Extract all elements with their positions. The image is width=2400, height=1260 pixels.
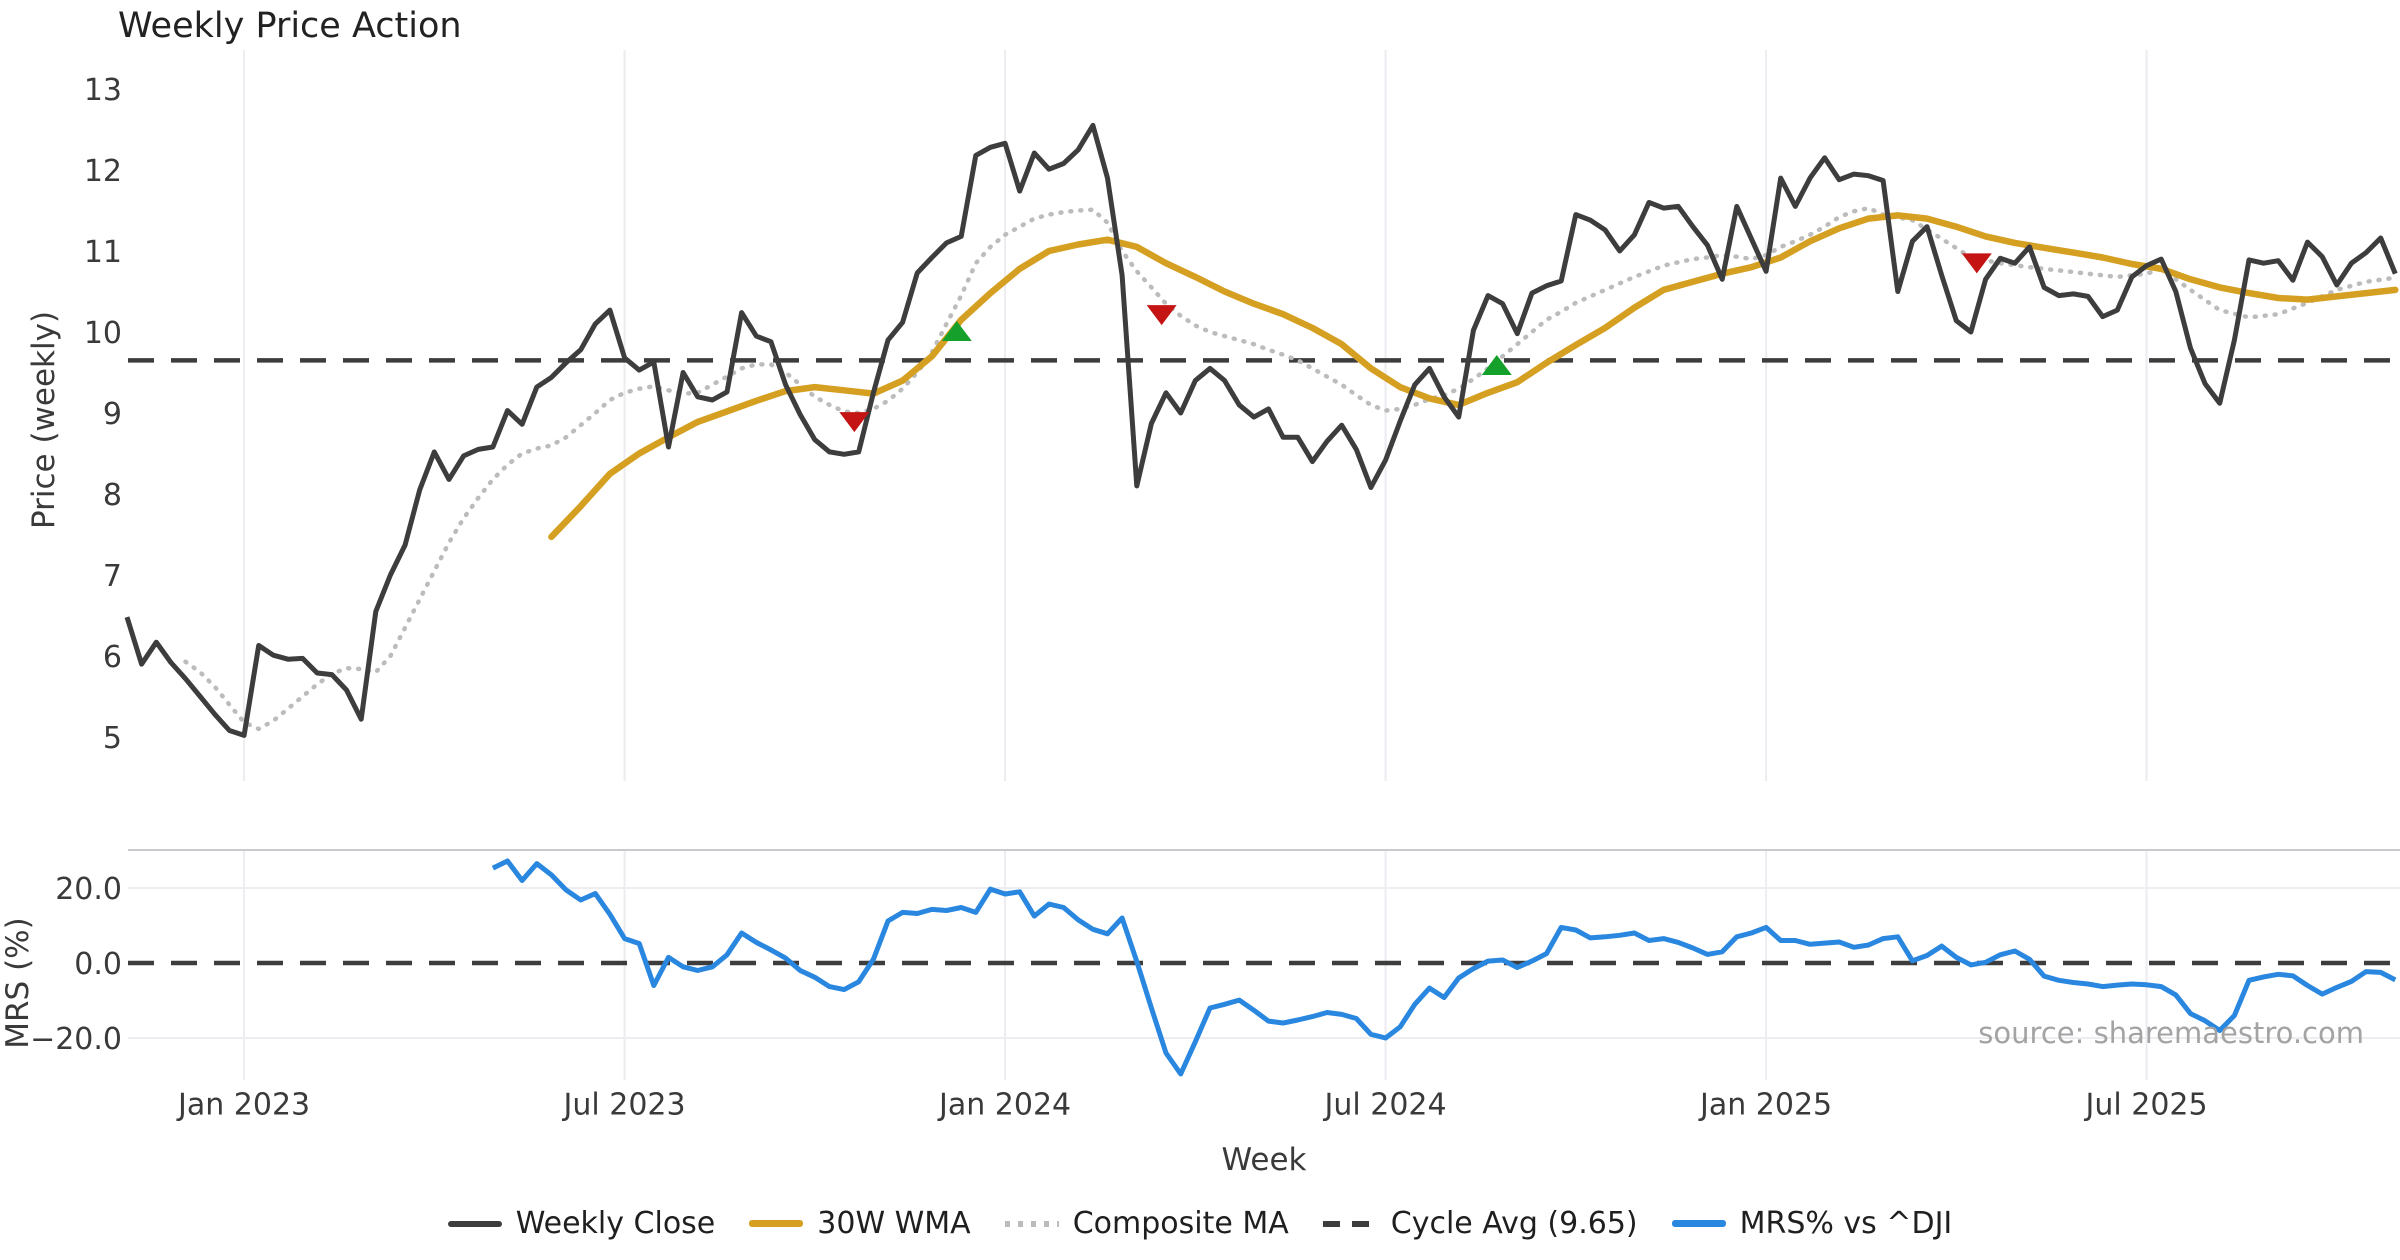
x-tick-label: Jan 2023 bbox=[176, 1088, 310, 1123]
price-y-tick-label: 8 bbox=[103, 478, 122, 513]
price-y-tick-label: 9 bbox=[103, 397, 122, 432]
x-tick-label: Jan 2025 bbox=[1698, 1088, 1832, 1123]
x-tick-label: Jul 2024 bbox=[1323, 1088, 1447, 1123]
mrs-y-tick-label: −20.0 bbox=[30, 1022, 122, 1057]
legend-item-close: Weekly Close bbox=[447, 1206, 716, 1241]
x-axis-label: Week bbox=[1221, 1142, 1307, 1178]
legend-label: 30W WMA bbox=[817, 1206, 971, 1241]
legend-label: MRS% vs ^DJI bbox=[1739, 1206, 1953, 1241]
legend-item-mrs: MRS% vs ^DJI bbox=[1671, 1206, 1953, 1241]
wma-legend-swatch bbox=[749, 1220, 804, 1227]
legend-item-composite: Composite MA bbox=[1004, 1206, 1289, 1241]
price-y-tick-label: 13 bbox=[84, 73, 122, 108]
price-y-tick-label: 11 bbox=[84, 235, 122, 270]
cycle-legend-swatch bbox=[1322, 1220, 1377, 1227]
composite-legend-swatch bbox=[1004, 1220, 1059, 1227]
weekly-close-line bbox=[124, 122, 2398, 738]
composite-ma-line bbox=[183, 205, 2398, 732]
buy-signal-marker bbox=[941, 321, 972, 341]
close-legend-swatch bbox=[447, 1220, 502, 1227]
chart-title: Weekly Price Action bbox=[118, 6, 462, 46]
source-attribution: source: sharemaestro.com bbox=[1978, 1016, 2364, 1050]
price-y-tick-label: 6 bbox=[103, 640, 122, 675]
x-tick-label: Jul 2025 bbox=[2084, 1088, 2208, 1123]
mrs-y-tick-label: 20.0 bbox=[55, 872, 122, 907]
legend-item-cycle: Cycle Avg (9.65) bbox=[1322, 1206, 1638, 1241]
sell-signal-marker bbox=[1961, 253, 1992, 274]
x-tick-label: Jan 2024 bbox=[937, 1088, 1071, 1123]
price-y-tick-label: 5 bbox=[103, 721, 122, 756]
price-y-tick-label: 7 bbox=[103, 559, 122, 594]
legend: Weekly Close 30W WMA Composite MA Cycle Avg… bbox=[0, 1206, 2400, 1241]
mrs-line bbox=[491, 858, 2397, 1077]
mrs-y-tick-label: 0.0 bbox=[74, 947, 122, 982]
sell-signal-marker bbox=[1146, 305, 1177, 326]
legend-label: Weekly Close bbox=[515, 1206, 716, 1241]
buy-signal-marker bbox=[1481, 355, 1512, 376]
wma-30w-line bbox=[548, 212, 2399, 541]
legend-item-wma: 30W WMA bbox=[749, 1206, 971, 1241]
legend-label: Composite MA bbox=[1072, 1206, 1289, 1241]
sell-signal-marker bbox=[839, 412, 870, 433]
price-y-tick-label: 10 bbox=[84, 316, 122, 351]
legend-label: Cycle Avg (9.65) bbox=[1390, 1206, 1638, 1241]
x-tick-label: Jul 2023 bbox=[562, 1088, 686, 1123]
mrs-legend-swatch bbox=[1671, 1220, 1726, 1227]
price-y-tick-label: 12 bbox=[84, 154, 122, 189]
